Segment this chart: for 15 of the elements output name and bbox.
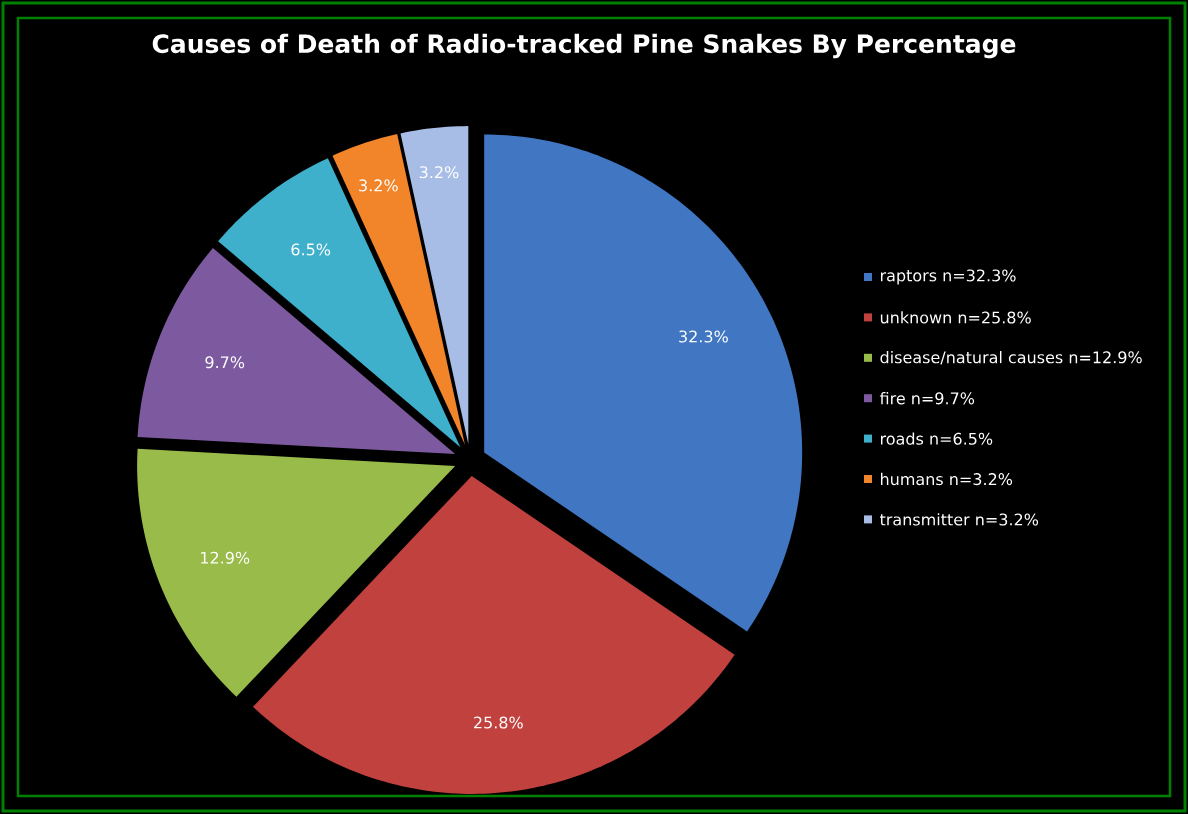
legend-label: roads n=6.5% [881, 432, 993, 445]
legend-label: transmitter n=3.2% [879, 513, 1039, 526]
data-label: 32.3% [679, 330, 728, 343]
data-label: 3.2% [419, 166, 459, 179]
legend-label: fire n=9.7% [879, 392, 975, 405]
data-label: 25.8% [474, 716, 523, 729]
legend-label: disease/natural causes n=12.9% [880, 350, 1142, 365]
data-label: 3.2% [359, 179, 398, 192]
legend-label: humans n=3.2% [881, 472, 1013, 486]
chart-title: Causes of Death of Radio-tracked Pine Snakes By Percentage [152, 33, 1016, 59]
legend-label: raptors n=32.3% [881, 269, 1016, 285]
data-label: 12.9% [201, 551, 250, 564]
data-label: 6.5% [291, 243, 331, 256]
legend-label: unknown n=25.8% [880, 311, 1031, 324]
data-label: 9.7% [205, 356, 245, 369]
